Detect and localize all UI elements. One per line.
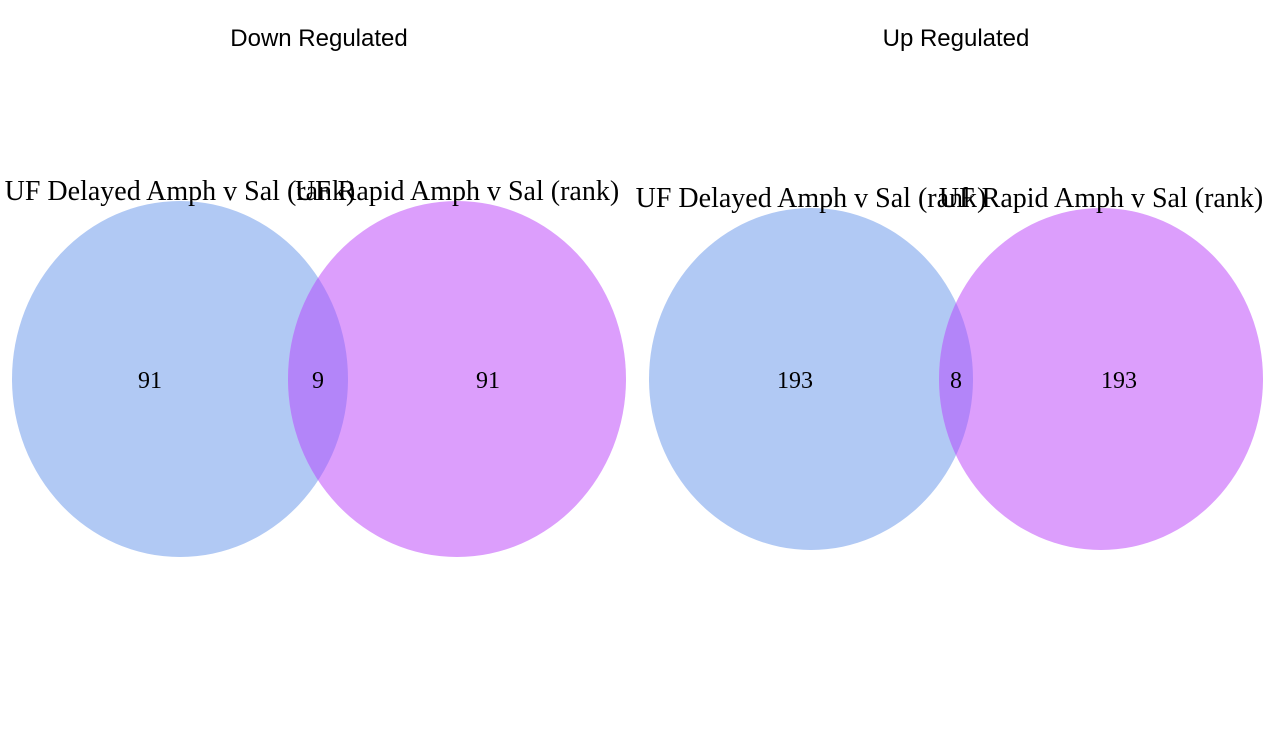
set-b-circle — [288, 201, 626, 557]
set-b-label: UF Rapid Amph v Sal (rank) — [295, 176, 619, 207]
overlap-count: 9 — [312, 368, 324, 394]
set-a-circle — [649, 208, 973, 550]
set-a-label: UF Delayed Amph v Sal (rank) — [636, 183, 987, 214]
set-a-label: UF Delayed Amph v Sal (rank) — [5, 176, 356, 207]
set-b-count: 193 — [1101, 368, 1137, 394]
set-a-circle — [12, 201, 348, 557]
panel-title: Up Regulated — [883, 25, 1030, 52]
set-b-circle — [939, 208, 1263, 550]
venn-panel-down-regulated: Down Regulated UF Delayed Amph v Sal (ra… — [5, 25, 626, 557]
overlap-count: 8 — [950, 368, 962, 394]
set-b-count: 91 — [476, 368, 500, 394]
venn-panel-up-regulated: Up Regulated UF Delayed Amph v Sal (rank… — [636, 25, 1263, 550]
panel-title: Down Regulated — [230, 25, 407, 52]
set-a-count: 91 — [138, 368, 162, 394]
set-a-count: 193 — [777, 368, 813, 394]
set-b-label: UF Rapid Amph v Sal (rank) — [939, 183, 1263, 214]
